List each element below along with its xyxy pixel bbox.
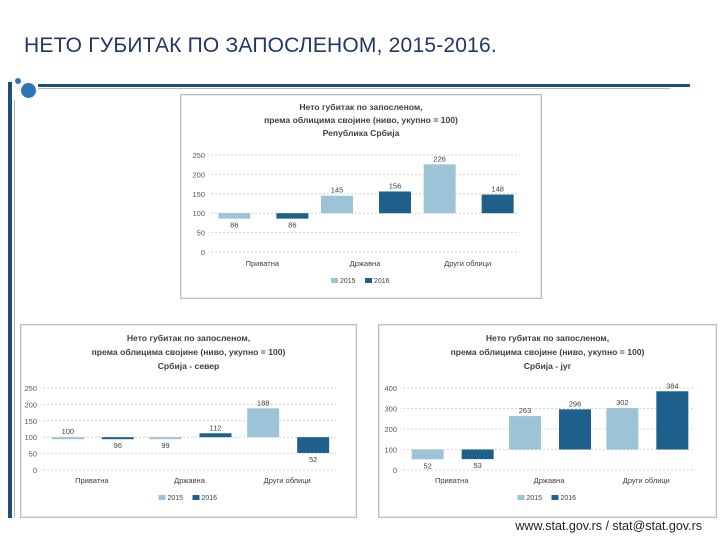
y-tick-label: 100 — [192, 209, 205, 218]
chart-title-line: према облицима својине (ниво, укупно = 1… — [264, 115, 458, 125]
chart-sever-svg: Нето губитак по запосленом, према облицим… — [24, 333, 336, 502]
y-tick-label: 150 — [24, 417, 37, 426]
chart-title-line: Нето губитак по запосленом, — [486, 333, 609, 343]
y-tick-label: 150 — [192, 190, 205, 199]
data-label: 99 — [161, 441, 169, 450]
chart-sever: Нето губитак по запосленом, према облицим… — [20, 324, 357, 518]
data-label: 302 — [616, 398, 629, 407]
y-tick-label: 400 — [384, 384, 397, 393]
y-tick-label: 50 — [29, 450, 37, 459]
category-label: Државна — [350, 259, 382, 268]
bar-2015 — [411, 449, 444, 460]
bullet-dot-large — [21, 83, 36, 98]
y-tick-label: 200 — [24, 400, 37, 409]
category-label: Приватна — [75, 476, 109, 485]
legend-swatch-2016 — [551, 495, 559, 500]
legend-label: 2015 — [527, 495, 543, 502]
y-tick-label: 100 — [384, 446, 397, 455]
y-tick-label: 0 — [201, 248, 205, 257]
bar-2015 — [321, 195, 353, 214]
legend-label: 2016 — [202, 495, 218, 502]
data-label: 86 — [288, 221, 296, 230]
y-tick-label: 200 — [384, 425, 397, 434]
chart-title-line: Нето губитак по запосленом, — [127, 333, 250, 343]
chart-title-line: према облицима својине (ниво, укупно = 1… — [92, 347, 286, 357]
bar-2015 — [247, 408, 280, 438]
legend-label: 2015 — [340, 278, 356, 285]
legend-swatch-2016 — [192, 495, 200, 500]
footer-url: www.stat.gov.rs / stat@stat.gov.rs — [515, 519, 702, 533]
data-label: 112 — [210, 423, 222, 432]
category-label: Државна — [534, 476, 566, 485]
bar-2016 — [461, 449, 494, 460]
chart-srbija-svg: Нето губитак по запосленом, према облицим… — [192, 102, 519, 285]
bar-2015 — [218, 213, 251, 219]
data-label: 156 — [389, 181, 402, 190]
bar-2016 — [276, 213, 309, 219]
chart-title-line: Србија - север — [158, 361, 220, 371]
data-label: 188 — [257, 398, 270, 407]
bar-2016 — [656, 391, 689, 450]
legend-swatch-2015 — [517, 495, 525, 500]
legend-label: 2016 — [561, 495, 577, 502]
legend-label: 2016 — [374, 278, 390, 285]
category-label: Други облици — [444, 259, 491, 268]
chart-jug: Нето губитак по запосленом, према облицим… — [378, 324, 717, 518]
chart-title-line: Нето губитак по запосленом, — [299, 102, 422, 112]
data-label: 384 — [666, 381, 679, 390]
bar-2016 — [559, 409, 591, 450]
slide-title: НЕТО ГУБИТАК ПО ЗАПОСЛЕНОМ, 2015-2016. — [24, 34, 497, 57]
top-divider — [38, 84, 690, 87]
data-label: 86 — [230, 221, 238, 230]
top-divider-shadow — [38, 88, 670, 89]
legend-swatch-2015 — [331, 278, 338, 283]
legend-swatch-2015 — [158, 495, 166, 500]
y-tick-label: 0 — [393, 466, 397, 475]
y-tick-label: 100 — [24, 433, 37, 442]
data-label: 148 — [491, 185, 504, 194]
bar-2015 — [509, 416, 541, 450]
data-label: 53 — [473, 461, 481, 470]
bar-2015 — [51, 437, 84, 440]
y-tick-label: 0 — [33, 466, 37, 475]
left-divider-thin — [14, 100, 15, 518]
bar-2016 — [101, 437, 134, 440]
chart-srbija: Нето губитак по запосленом, према облицим… — [180, 94, 542, 299]
category-label: Други облици — [623, 476, 670, 485]
chart-title-line: Србија - југ — [524, 361, 572, 371]
legend-swatch-2016 — [365, 278, 372, 283]
data-label: 145 — [331, 186, 344, 195]
bar-2015 — [149, 437, 182, 440]
y-tick-label: 50 — [197, 229, 205, 238]
chart-title-line: према облицима својине (ниво, укупно = 1… — [451, 347, 645, 357]
y-tick-label: 250 — [24, 384, 37, 393]
bar-2015 — [606, 408, 639, 450]
y-tick-label: 250 — [192, 151, 205, 160]
data-label: 52 — [423, 461, 431, 470]
category-label: Приватна — [246, 259, 280, 268]
bullet-dot-small — [15, 78, 21, 84]
data-label: 52 — [309, 455, 317, 464]
category-label: Приватна — [435, 476, 469, 485]
legend-label: 2015 — [168, 495, 184, 502]
data-label: 226 — [433, 154, 446, 163]
y-tick-label: 200 — [192, 170, 205, 179]
category-label: Државна — [174, 476, 206, 485]
bar-2016 — [481, 194, 514, 214]
bar-2016 — [379, 191, 411, 214]
chart-jug-svg: Нето губитак по запосленом, према облицим… — [384, 333, 695, 502]
y-tick-label: 300 — [384, 405, 397, 414]
data-label: 263 — [519, 406, 532, 415]
bar-2016 — [199, 433, 232, 438]
data-label: 296 — [569, 399, 582, 408]
chart-title-line: Република Србија — [323, 128, 400, 138]
left-divider — [8, 82, 12, 518]
data-label: 100 — [62, 427, 75, 436]
bar-2016 — [297, 437, 330, 453]
bar-2015 — [423, 164, 456, 214]
category-label: Други облици — [264, 476, 311, 485]
data-label: 96 — [114, 441, 122, 450]
